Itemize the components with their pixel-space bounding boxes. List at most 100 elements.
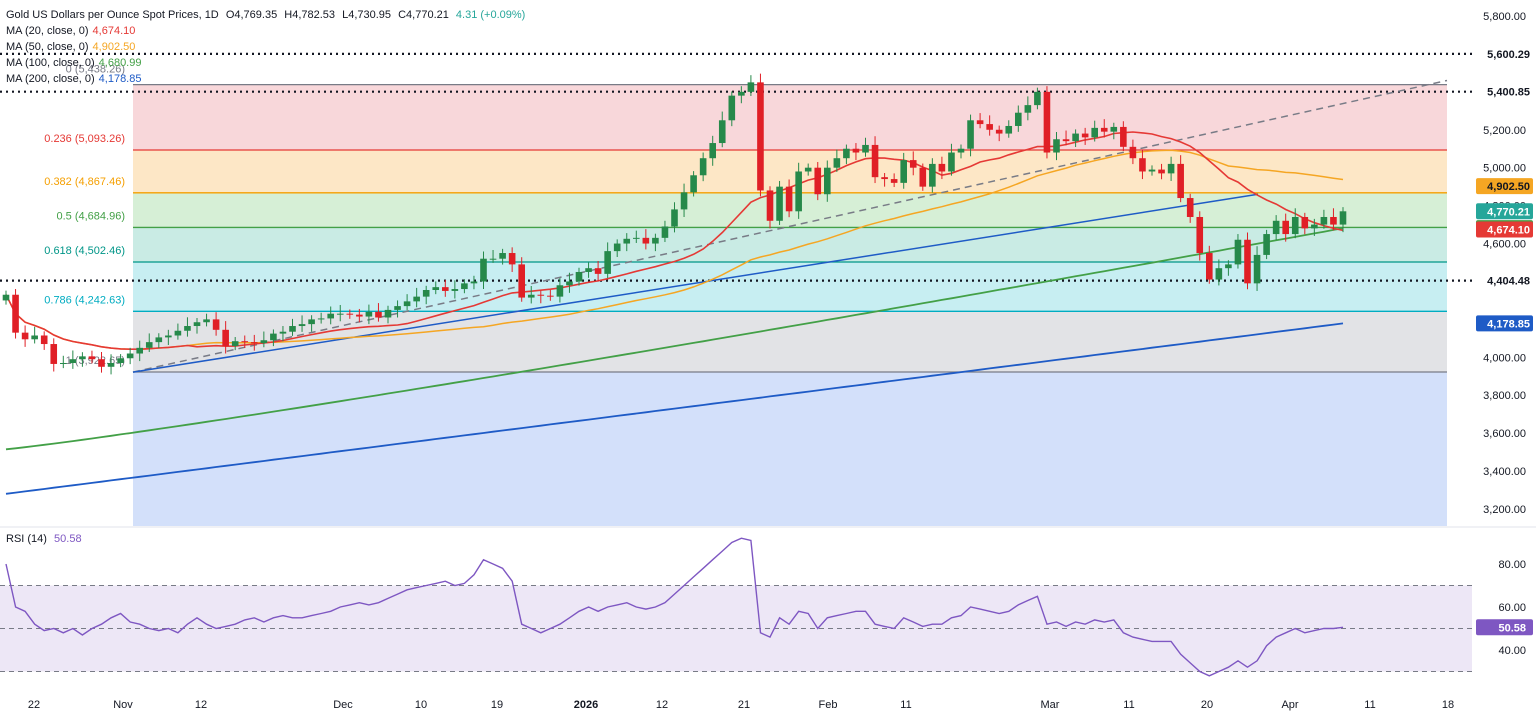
price-tick-label: 3,600.00	[1483, 428, 1526, 440]
ma20-value: 4,674.10	[92, 25, 136, 37]
fib-label-0.786: 0.786 (4,242.63)	[44, 294, 125, 306]
ma100-label: MA (100, close, 0)	[6, 57, 95, 69]
candle-body	[1177, 163, 1184, 199]
candle-body	[289, 326, 296, 332]
candle-body	[499, 253, 506, 259]
candle-body	[527, 294, 535, 298]
candle-body	[986, 124, 993, 130]
candle-body	[976, 120, 984, 125]
candle-body	[1148, 169, 1156, 172]
candle-body	[98, 359, 105, 367]
candle-body	[155, 337, 163, 343]
price-label-text: 4,770.21	[1487, 206, 1530, 218]
time-tick-label: Dec	[333, 699, 353, 711]
candle-body	[1234, 239, 1242, 265]
candle-body	[623, 238, 631, 244]
price-tick-label: 4,000.00	[1483, 352, 1526, 364]
candle-body	[145, 342, 153, 348]
candle-body	[728, 95, 736, 121]
price-tick-label: 5,200.00	[1483, 125, 1526, 137]
rsi-line	[5, 537, 1344, 677]
trend-line-dashed	[132, 79, 1448, 373]
candle-body	[126, 353, 134, 359]
time-tick-label: 12	[195, 699, 207, 711]
ma200-line	[5, 322, 1344, 495]
candle-body	[241, 341, 249, 343]
candle-body	[1081, 133, 1089, 138]
candle-body	[1091, 127, 1098, 138]
price-label-box	[1476, 315, 1533, 332]
candle-body	[776, 186, 783, 221]
change-value: 4.31 (+0.09%)	[455, 9, 526, 21]
candle-body	[1339, 211, 1347, 225]
candle-body	[489, 258, 497, 260]
time-tick-label: 12	[656, 699, 668, 711]
ma50-label: MA (50, close, 0)	[6, 41, 89, 53]
fib-zone-0.5	[133, 227, 1447, 263]
candle-body	[165, 335, 172, 338]
candle-body	[432, 287, 440, 290]
price-label-box	[1476, 83, 1533, 100]
candle-body	[117, 358, 124, 363]
candle-body	[136, 347, 143, 354]
candle-body	[69, 359, 77, 363]
candle-body	[757, 82, 764, 191]
candle-body	[699, 158, 707, 176]
candle-body	[948, 152, 955, 172]
candle-body	[852, 148, 860, 153]
open-value: O4,769.35	[225, 9, 278, 21]
candle-body	[661, 226, 669, 238]
candle-body	[1330, 216, 1337, 225]
price-label-text: 5,600.29	[1487, 49, 1530, 61]
candle-body	[193, 322, 201, 327]
time-tick-label: 11	[900, 699, 911, 711]
price-label-text: 5,400.85	[1487, 87, 1530, 99]
price-label-box	[1476, 272, 1533, 289]
fib-zone-0.786	[133, 311, 1447, 372]
rsi-legend: RSI (14) 50.58	[6, 533, 82, 545]
candle-body	[1167, 163, 1175, 174]
fib-label-0.236: 0.236 (5,093.26)	[44, 133, 125, 145]
candle-body	[451, 289, 459, 291]
candle-body	[1110, 126, 1118, 132]
price-label-box	[1476, 203, 1533, 220]
candle-body	[843, 148, 850, 159]
candle-body	[824, 167, 831, 195]
candle-body	[88, 356, 96, 360]
chart-legend: Gold US Dollars per Ounce Spot Prices, 1…	[6, 7, 525, 87]
candle-body	[442, 287, 449, 291]
candle-body	[890, 179, 898, 183]
candle-body	[1024, 105, 1032, 113]
ma50-legend: MA (50, close, 0) 4,902.50	[6, 39, 525, 55]
candle-body	[747, 82, 755, 92]
candle-body	[1053, 139, 1060, 153]
candle-body	[1139, 158, 1146, 172]
candle-body	[804, 167, 812, 172]
candle-body	[547, 295, 554, 297]
candle-body	[1034, 91, 1041, 106]
candle-body	[212, 319, 220, 330]
candle-body	[260, 340, 268, 344]
candle-body	[594, 268, 602, 274]
candle-body	[222, 329, 229, 346]
candle-body	[575, 271, 583, 282]
candle-body	[795, 171, 802, 212]
time-tick-label: Mar	[1041, 699, 1060, 711]
ma100-legend: MA (100, close, 0) 4,680.99	[6, 55, 525, 71]
time-tick-label: 21	[738, 699, 750, 711]
ma20-label: MA (20, close, 0)	[6, 25, 89, 37]
price-tick-label: 3,800.00	[1483, 390, 1526, 402]
candle-body	[1244, 239, 1251, 284]
candle-body	[556, 285, 564, 297]
candle-body	[346, 313, 354, 315]
candle-body	[1225, 264, 1232, 269]
candle-body	[203, 319, 210, 323]
candle-body	[785, 186, 793, 212]
candle-body	[967, 120, 974, 149]
candle-body	[1158, 169, 1165, 174]
candle-body	[613, 243, 621, 252]
candle-body	[680, 192, 688, 210]
candle-body	[1005, 125, 1013, 134]
candle-body	[422, 289, 430, 297]
